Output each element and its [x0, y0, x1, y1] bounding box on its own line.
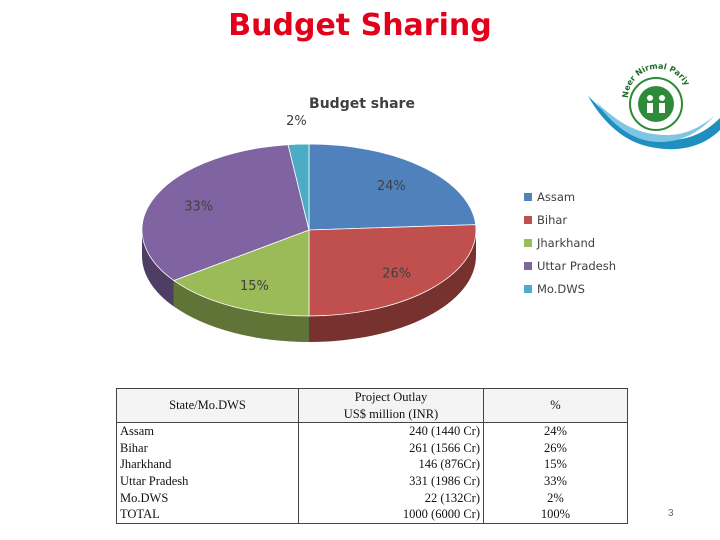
data-label-mo-dws: 2%	[286, 114, 307, 129]
data-label-bihar: 26%	[382, 266, 411, 281]
outlay-cell: 331 (1986 Cr)	[409, 473, 480, 488]
state-cell: Mo.DWS	[120, 490, 169, 505]
legend-label-bihar: Bihar	[537, 213, 567, 227]
pct-cell: 100%	[540, 507, 571, 522]
header-outlay-line1: Project Outlay	[354, 390, 428, 404]
pie-data-labels: 24% 26% 15% 33% 2%	[184, 114, 411, 294]
pie-slice-assam	[308, 143, 477, 231]
chart-legend: Assam Bihar Jharkhand Uttar Pradesh Mo.DWS	[524, 190, 616, 296]
outlay-cell: 240 (1440 Cr)	[409, 424, 480, 439]
state-cell: Bihar	[120, 440, 148, 455]
pie-3d-sides	[142, 230, 476, 342]
state-cell: Uttar Pradesh	[120, 473, 189, 488]
legend-label-uttar-pradesh: Uttar Pradesh	[537, 259, 616, 273]
legend-swatch-bihar	[524, 216, 532, 224]
data-label-assam: 24%	[377, 179, 406, 194]
budget-share-pie-chart: Budget share 24% 26% 15% 33% 2% Assam Bihar Jh…	[141, 96, 616, 342]
pct-cell: 2%	[547, 490, 564, 505]
table-body-row: Assam Bihar Jharkhand Uttar Pradesh Mo.D…	[116, 422, 628, 524]
outlay-cell: 22 (132Cr)	[424, 490, 480, 505]
outlay-cell: 146 (876Cr)	[418, 457, 480, 472]
outlay-column: 240 (1440 Cr) 261 (1566 Cr) 146 (876Cr) …	[298, 422, 484, 524]
pie-slice-jharkhand	[173, 229, 310, 317]
pie-slice-mo-dws	[287, 143, 310, 231]
data-label-jharkhand: 15%	[240, 279, 269, 294]
pie-slices	[141, 143, 477, 317]
budget-table: State/Mo.DWS Project Outlay US$ million …	[116, 387, 628, 524]
legend-swatch-uttar-pradesh	[524, 262, 532, 270]
data-label-uttar-pradesh: 33%	[184, 199, 213, 214]
chart-title: Budget share	[309, 96, 415, 112]
pct-cell: 15%	[544, 457, 567, 472]
header-outlay-line2: US$ million (INR)	[343, 406, 439, 421]
outlay-cell: 1000 (6000 Cr)	[402, 507, 480, 522]
header-state: State/Mo.DWS	[116, 387, 299, 424]
legend-label-mo-dws: Mo.DWS	[537, 282, 585, 296]
pct-cell: 26%	[544, 440, 567, 455]
pct-cell: 24%	[544, 424, 567, 439]
pie-side-jharkhand	[173, 280, 309, 342]
slide-title: Budget Sharing	[228, 8, 492, 43]
legend-label-jharkhand: Jharkhand	[536, 236, 595, 250]
legend-label-assam: Assam	[537, 190, 575, 204]
header-outlay: Project Outlay US$ million (INR)	[298, 387, 484, 424]
header-pct: %	[483, 387, 628, 424]
state-column: Assam Bihar Jharkhand Uttar Pradesh Mo.D…	[116, 422, 299, 524]
pct-column: 24% 26% 15% 33% 2% 100%	[483, 422, 628, 524]
pie-side-bihar	[309, 230, 476, 342]
pie-slice-uttar-pradesh	[141, 144, 310, 281]
pie-slice-bihar	[308, 224, 477, 317]
table-header-row: State/Mo.DWS Project Outlay US$ million …	[116, 387, 628, 424]
legend-swatch-mo-dws	[524, 285, 532, 293]
state-cell: TOTAL	[120, 507, 160, 522]
legend-swatch-jharkhand	[524, 239, 532, 247]
state-cell: Jharkhand	[120, 457, 172, 472]
pct-cell: 33%	[544, 473, 567, 488]
page-number: 3	[668, 508, 674, 519]
neer-nirmal-logo: Neer Nirmal Pariyojana	[586, 58, 720, 150]
state-cell: Assam	[120, 424, 155, 439]
legend-swatch-assam	[524, 193, 532, 201]
outlay-cell: 261 (1566 Cr)	[409, 440, 480, 455]
pie-side-uttar-pradesh	[142, 230, 174, 307]
